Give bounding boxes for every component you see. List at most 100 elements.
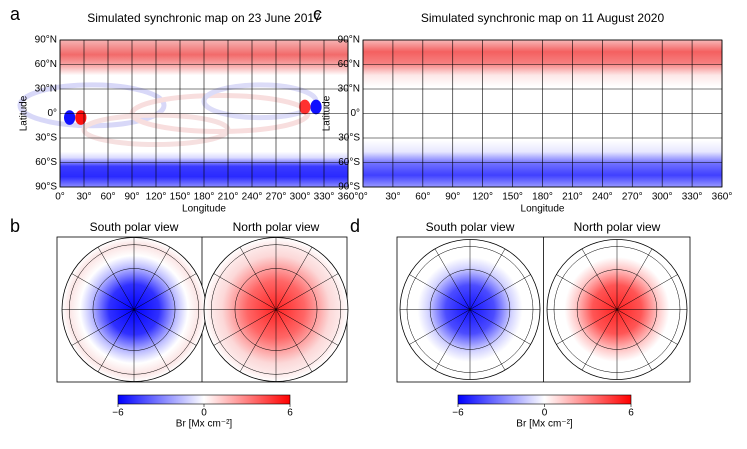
polar-grid-spoke: [556, 274, 618, 310]
polar-grid-spoke: [275, 247, 313, 310]
x-tick-label: 0°: [358, 192, 368, 203]
polar-grid-spoke: [434, 309, 471, 371]
polar-grid-spoke: [97, 247, 135, 310]
colorbar: [457, 394, 632, 405]
x-tick-label: 210°: [218, 192, 239, 203]
x-tick-label: 90°: [445, 192, 460, 203]
x-tick-label: 240°: [242, 192, 263, 203]
polar-grid-spoke: [213, 273, 277, 310]
x-tick-label: 330°: [682, 192, 703, 203]
y-tick-label: 90°N: [338, 35, 360, 46]
y-tick-label: 60°N: [35, 59, 57, 70]
y-tick-label: 60°S: [35, 157, 57, 168]
active-region: [64, 110, 76, 125]
colorbar-tick-label: 0: [201, 408, 207, 419]
x-tick-label: 90°: [124, 192, 139, 203]
y-tick-label: 90°S: [338, 182, 360, 193]
y-tick-label: 0°: [350, 108, 360, 119]
polar-grid-spoke: [616, 309, 678, 345]
map-frame: [59, 39, 349, 188]
x-tick-label: 30°: [385, 192, 400, 203]
x-tick-label: 30°: [76, 192, 91, 203]
polar-grid-spoke: [213, 309, 277, 346]
polar-grid-spoke: [581, 248, 618, 310]
polar-grid-spoke: [409, 309, 471, 345]
y-tick-label: 30°S: [338, 133, 360, 144]
active-region: [75, 110, 87, 125]
x-tick-label: 300°: [290, 192, 311, 203]
panel-letter: a: [10, 4, 21, 24]
polar-grid-spoke: [616, 248, 653, 310]
x-tick-label: 330°: [314, 192, 335, 203]
x-tick-label: 60°: [100, 192, 115, 203]
polar-grid-spoke: [133, 273, 197, 310]
colorbar: [117, 394, 291, 405]
polar-grid-spoke: [275, 309, 313, 372]
colorbar-tick-label: 0: [542, 408, 548, 419]
colorbar-label: Br [Mx cm⁻²]: [516, 419, 573, 430]
polar-grid-spoke: [616, 274, 678, 310]
polar-grid-spoke: [469, 248, 506, 310]
active-region: [310, 99, 322, 115]
y-tick-label: 60°S: [338, 157, 360, 168]
polar-view-title: North polar view: [574, 220, 661, 234]
polar-view-title: South polar view: [426, 220, 515, 234]
y-axis-label: Latitude: [322, 95, 333, 131]
y-axis-label: Latitude: [19, 95, 30, 131]
x-tick-label: 270°: [622, 192, 643, 203]
y-tick-label: 30°N: [35, 84, 57, 95]
panel-letter: d: [350, 216, 360, 236]
polar-view-title: South polar view: [90, 220, 179, 234]
x-tick-label: 60°: [415, 192, 430, 203]
y-tick-label: 60°N: [338, 59, 360, 70]
panel-letter: c: [313, 4, 322, 24]
y-tick-label: 0°: [47, 108, 57, 119]
x-tick-label: 270°: [266, 192, 287, 203]
polar-grid-spoke: [239, 247, 277, 310]
polar-grid-spoke: [275, 309, 339, 346]
polar-grid-spoke: [275, 273, 339, 310]
x-tick-label: 180°: [532, 192, 553, 203]
map-frame: [362, 39, 723, 188]
colorbar-tick-label: 6: [287, 408, 293, 419]
polar-grid-spoke: [133, 247, 171, 310]
polar-grid-spoke: [556, 309, 618, 345]
x-tick-label: 360°: [338, 192, 359, 203]
x-tick-label: 150°: [170, 192, 191, 203]
y-tick-label: 90°N: [35, 35, 57, 46]
colorbar-tick-label: 6: [628, 408, 634, 419]
polar-grid-spoke: [469, 309, 506, 371]
colorbar-label: Br [Mx cm⁻²]: [176, 419, 233, 430]
x-tick-label: 180°: [194, 192, 215, 203]
polar-grid-spoke: [71, 309, 135, 346]
polar-grid-spoke: [133, 309, 197, 346]
x-tick-label: 360°: [712, 192, 733, 203]
x-tick-label: 300°: [652, 192, 673, 203]
x-tick-label: 210°: [562, 192, 583, 203]
polar-grid-spoke: [469, 274, 531, 310]
colorbar-tick-label: −6: [112, 408, 124, 419]
panel-letter: b: [10, 216, 20, 236]
x-tick-label: 240°: [592, 192, 613, 203]
x-tick-label: 120°: [146, 192, 167, 203]
polar-grid-spoke: [581, 309, 618, 371]
polar-grid-spoke: [434, 248, 471, 310]
x-tick-label: 0°: [55, 192, 65, 203]
polar-grid-spoke: [97, 309, 135, 372]
x-tick-label: 150°: [502, 192, 523, 203]
polar-grid-spoke: [409, 274, 471, 310]
x-axis-label: Longitude: [182, 204, 226, 215]
polar-grid-spoke: [616, 309, 653, 371]
polar-grid-spoke: [71, 273, 135, 310]
chart-title: Simulated synchronic map on 23 June 2017: [87, 11, 321, 25]
polar-grid-spoke: [133, 309, 171, 372]
y-tick-label: 90°S: [35, 182, 57, 193]
x-tick-label: 120°: [472, 192, 493, 203]
y-tick-label: 30°N: [338, 84, 360, 95]
chart-title: Simulated synchronic map on 11 August 20…: [421, 11, 665, 25]
x-axis-label: Longitude: [521, 204, 565, 215]
active-region: [299, 99, 311, 115]
polar-grid-spoke: [239, 309, 277, 372]
polar-view-title: North polar view: [233, 220, 320, 234]
